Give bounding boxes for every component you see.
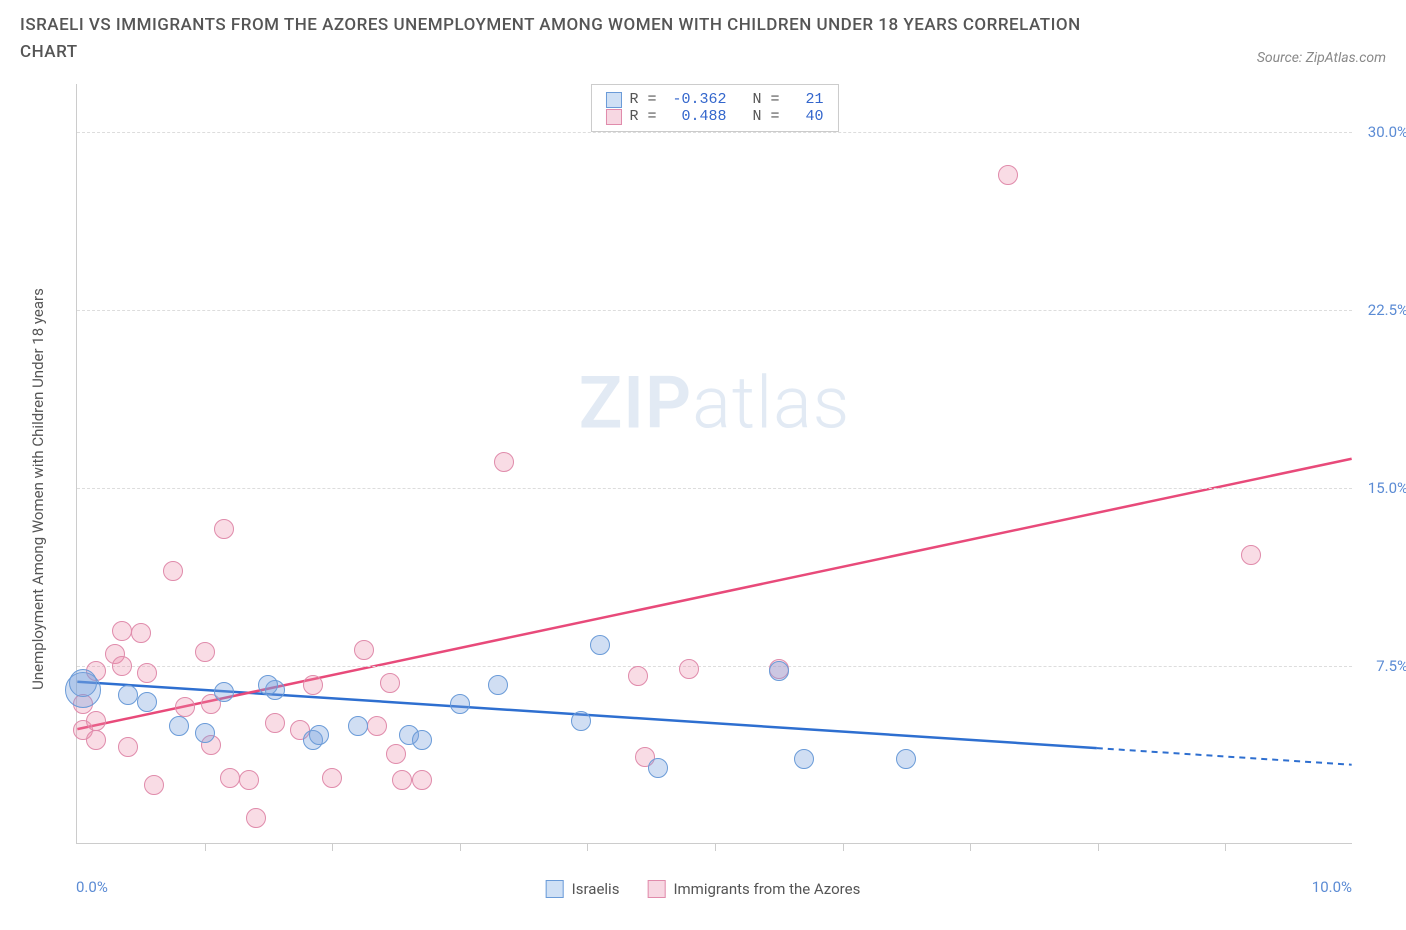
data-point-azores: [679, 659, 699, 679]
data-point-azores: [1241, 545, 1261, 565]
data-point-israelis: [258, 675, 278, 695]
data-point-azores: [392, 770, 412, 790]
data-point-azores: [214, 519, 234, 539]
data-point-azores: [367, 716, 387, 736]
data-point-azores: [118, 737, 138, 757]
x-axis-min-label: 0.0%: [76, 878, 108, 896]
data-point-azores: [998, 165, 1018, 185]
gridline: [77, 666, 1352, 667]
stats-r-value: 0.488: [665, 108, 727, 125]
watermark: ZIPatlas: [579, 361, 851, 446]
stats-n-value: 21: [788, 91, 824, 108]
x-tick: [715, 843, 716, 851]
x-tick: [970, 843, 971, 851]
stats-n-value: 40: [788, 108, 824, 125]
x-tick: [460, 843, 461, 851]
source-attribution: Source: ZipAtlas.com: [1257, 50, 1386, 66]
legend-swatch: [546, 880, 564, 898]
stats-n-label: N =: [735, 108, 780, 125]
y-tick-label: 30.0%: [1358, 123, 1406, 141]
x-tick: [843, 843, 844, 851]
data-point-azores: [175, 697, 195, 717]
data-point-israelis: [590, 635, 610, 655]
data-point-azores: [220, 768, 240, 788]
legend-label: Immigrants from the Azores: [673, 880, 860, 898]
data-point-israelis: [450, 694, 470, 714]
stats-row-azores: R = 0.488 N = 40: [605, 108, 823, 125]
stats-r-value: -0.362: [665, 91, 727, 108]
data-point-azores: [265, 713, 285, 733]
legend: Israelis Immigrants from the Azores: [546, 880, 861, 898]
data-point-israelis: [769, 661, 789, 681]
legend-item-israelis: Israelis: [546, 880, 620, 898]
y-axis-label: Unemployment Among Women with Children U…: [29, 289, 47, 691]
stats-r-label: R =: [629, 108, 656, 125]
x-tick: [1225, 843, 1226, 851]
stats-box: R = -0.362 N = 21R = 0.488 N = 40: [590, 84, 838, 132]
stats-n-label: N =: [735, 91, 780, 108]
data-point-israelis: [648, 758, 668, 778]
data-point-azores: [322, 768, 342, 788]
data-point-azores: [628, 666, 648, 686]
data-point-azores: [380, 673, 400, 693]
data-point-israelis: [348, 716, 368, 736]
plot-area: ZIPatlas R = -0.362 N = 21R = 0.488 N = …: [76, 84, 1352, 844]
legend-label: Israelis: [572, 880, 620, 898]
legend-item-azores: Immigrants from the Azores: [647, 880, 860, 898]
data-point-israelis: [214, 682, 234, 702]
data-point-israelis: [169, 716, 189, 736]
legend-swatch: [647, 880, 665, 898]
y-tick-label: 22.5%: [1358, 301, 1406, 319]
data-point-israelis: [488, 675, 508, 695]
data-point-azores: [303, 675, 323, 695]
data-point-israelis: [412, 730, 432, 750]
gridline: [77, 310, 1352, 311]
data-point-azores: [412, 770, 432, 790]
data-point-israelis: [571, 711, 591, 731]
gridline: [77, 132, 1352, 133]
data-point-israelis: [794, 749, 814, 769]
data-point-azores: [494, 452, 514, 472]
gridline: [77, 488, 1352, 489]
data-point-azores: [246, 808, 266, 828]
data-point-israelis: [309, 725, 329, 745]
data-point-israelis: [137, 692, 157, 712]
data-point-azores: [131, 623, 151, 643]
data-point-israelis: [118, 685, 138, 705]
data-point-azores: [144, 775, 164, 795]
chart-title: ISRAELI VS IMMIGRANTS FROM THE AZORES UN…: [20, 12, 1140, 66]
data-point-azores: [112, 621, 132, 641]
y-tick-label: 15.0%: [1358, 479, 1406, 497]
data-point-israelis: [896, 749, 916, 769]
stats-r-label: R =: [629, 91, 656, 108]
y-tick-label: 7.5%: [1358, 657, 1406, 675]
data-point-azores: [86, 711, 106, 731]
data-point-azores: [137, 663, 157, 683]
data-point-azores: [112, 656, 132, 676]
data-point-azores: [239, 770, 259, 790]
data-point-azores: [195, 642, 215, 662]
x-tick: [205, 843, 206, 851]
data-point-israelis: [195, 723, 215, 743]
data-point-azores: [86, 730, 106, 750]
stats-swatch: [605, 109, 621, 125]
regression-line-israelis-extrapolated: [1097, 749, 1352, 766]
x-axis-max-label: 10.0%: [1312, 878, 1352, 896]
stats-swatch: [605, 92, 621, 108]
data-point-azores: [386, 744, 406, 764]
data-point-azores: [163, 561, 183, 581]
data-point-israelis: [69, 669, 97, 697]
x-tick: [332, 843, 333, 851]
stats-row-israelis: R = -0.362 N = 21: [605, 91, 823, 108]
x-tick: [587, 843, 588, 851]
correlation-chart: Unemployment Among Women with Children U…: [20, 74, 1386, 904]
x-tick: [1098, 843, 1099, 851]
data-point-azores: [354, 640, 374, 660]
